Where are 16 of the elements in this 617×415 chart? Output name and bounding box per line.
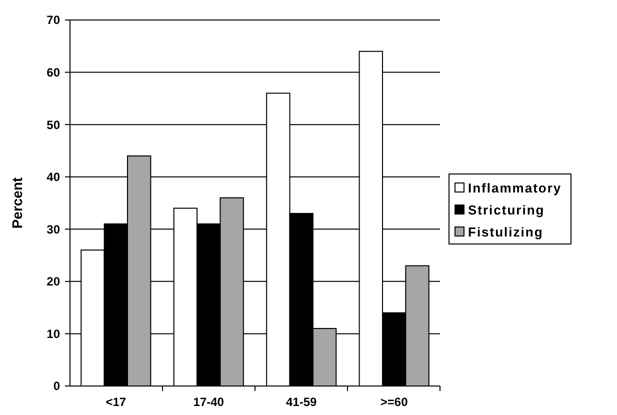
y-tick-label: 70 [46, 13, 60, 28]
y-axis-title: Percent [9, 176, 25, 229]
legend-label: Fistulizing [468, 224, 544, 240]
legend-label: Inflammatory [468, 180, 562, 196]
x-tick-label: <17 [106, 395, 126, 409]
legend-label: Stricturing [468, 202, 545, 218]
y-tick-label: 30 [46, 222, 60, 236]
y-tick-label: 40 [46, 170, 60, 184]
x-tick-label: 41-59 [286, 395, 318, 409]
y-tick-label: 0 [53, 379, 60, 394]
y-tick-label: 60 [46, 65, 60, 80]
y-tick-label: 50 [46, 118, 60, 132]
y-tick-label: 20 [46, 274, 60, 289]
x-tick-label: 17-40 [193, 395, 224, 409]
y-tick-label: 10 [46, 326, 60, 341]
x-tick-label: >=60 [380, 395, 408, 409]
